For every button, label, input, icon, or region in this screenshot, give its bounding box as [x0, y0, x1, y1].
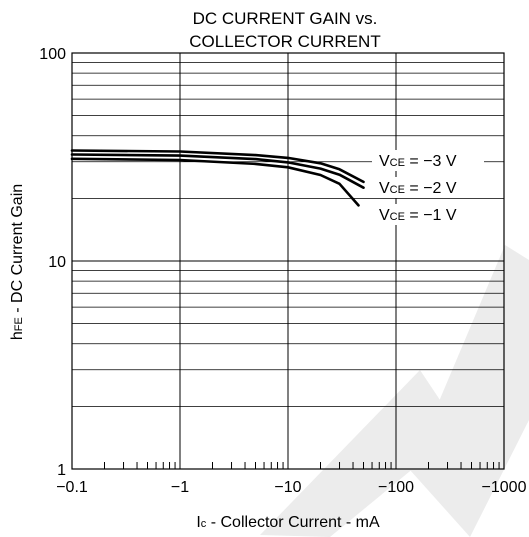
- series: [70, 149, 365, 207]
- legend-label: VCE = −3 V: [379, 153, 457, 170]
- x-tick-label: −10: [274, 479, 301, 496]
- legend-label-bg: [372, 204, 484, 225]
- series-line: [70, 157, 360, 207]
- x-tick-labels: −0.1 −1 −10 −100 −1000: [56, 479, 526, 496]
- x-minor-ticks: [104, 462, 500, 469]
- legend: VCE = −3 V VCE = −2 V VCE = −1 V: [372, 150, 484, 225]
- x-tick-label: −1000: [482, 479, 527, 496]
- y-tick-label: 100: [39, 46, 66, 63]
- legend-label: VCE = −1 V: [379, 207, 457, 224]
- y-tick-label: 1: [57, 462, 66, 479]
- grid: [72, 53, 504, 469]
- series-line: [70, 153, 365, 189]
- y-tick-label: 10: [48, 254, 66, 271]
- chart-title-line-2: COLLECTOR CURRENT: [189, 32, 380, 51]
- x-tick-label: −100: [378, 479, 414, 496]
- x-tick-label: −1: [171, 479, 189, 496]
- legend-label-bg: [372, 150, 484, 171]
- x-tick-label: −0.1: [56, 479, 88, 496]
- plot-area: [71, 52, 505, 470]
- legend-label-bg: [372, 177, 484, 198]
- legend-label: VCE = −2 V: [379, 180, 457, 197]
- series-line: [70, 149, 365, 184]
- watermark-stroke-1: [260, 370, 460, 537]
- y-tick-labels: 1 10 100: [39, 46, 66, 479]
- y-axis-label: hFE - DC Current Gain: [9, 184, 26, 340]
- x-axis-label: Ic - Collector Current - mA: [196, 514, 380, 531]
- chart-title-line-1: DC CURRENT GAIN vs.: [193, 9, 378, 28]
